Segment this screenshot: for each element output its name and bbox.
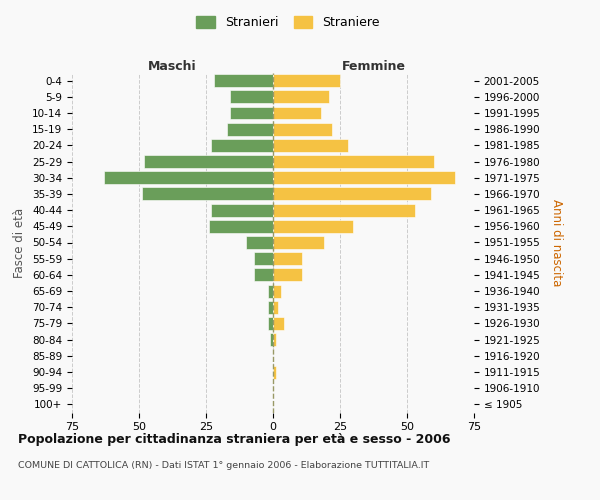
Bar xyxy=(211,139,273,152)
Bar xyxy=(227,122,273,136)
Bar xyxy=(273,284,281,298)
Bar xyxy=(273,268,302,281)
Bar xyxy=(214,74,273,87)
Bar xyxy=(211,204,273,216)
Bar xyxy=(230,106,273,120)
Bar xyxy=(142,188,273,200)
Bar xyxy=(254,252,273,265)
Text: Maschi: Maschi xyxy=(148,60,197,72)
Bar xyxy=(268,317,273,330)
Bar xyxy=(273,366,275,378)
Bar xyxy=(104,172,273,184)
Bar xyxy=(273,122,332,136)
Y-axis label: Anni di nascita: Anni di nascita xyxy=(550,199,563,286)
Bar xyxy=(273,317,284,330)
Bar xyxy=(273,172,455,184)
Bar xyxy=(230,90,273,104)
Bar xyxy=(254,268,273,281)
Bar xyxy=(209,220,273,233)
Bar xyxy=(273,333,275,346)
Bar xyxy=(273,139,348,152)
Bar xyxy=(271,333,273,346)
Bar xyxy=(273,90,329,104)
Bar xyxy=(268,301,273,314)
Bar xyxy=(273,301,278,314)
Text: Femmine: Femmine xyxy=(341,60,406,72)
Bar xyxy=(273,236,324,249)
Bar xyxy=(246,236,273,249)
Text: COMUNE DI CATTOLICA (RN) - Dati ISTAT 1° gennaio 2006 - Elaborazione TUTTITALIA.: COMUNE DI CATTOLICA (RN) - Dati ISTAT 1°… xyxy=(18,460,429,469)
Bar xyxy=(273,188,431,200)
Bar xyxy=(273,220,353,233)
Bar xyxy=(273,106,321,120)
Bar xyxy=(145,155,273,168)
Bar xyxy=(273,155,434,168)
Legend: Stranieri, Straniere: Stranieri, Straniere xyxy=(191,11,385,34)
Text: Popolazione per cittadinanza straniera per età e sesso - 2006: Popolazione per cittadinanza straniera p… xyxy=(18,432,451,446)
Y-axis label: Fasce di età: Fasce di età xyxy=(13,208,26,278)
Bar xyxy=(268,284,273,298)
Bar xyxy=(273,252,302,265)
Bar xyxy=(273,204,415,216)
Bar xyxy=(273,74,340,87)
